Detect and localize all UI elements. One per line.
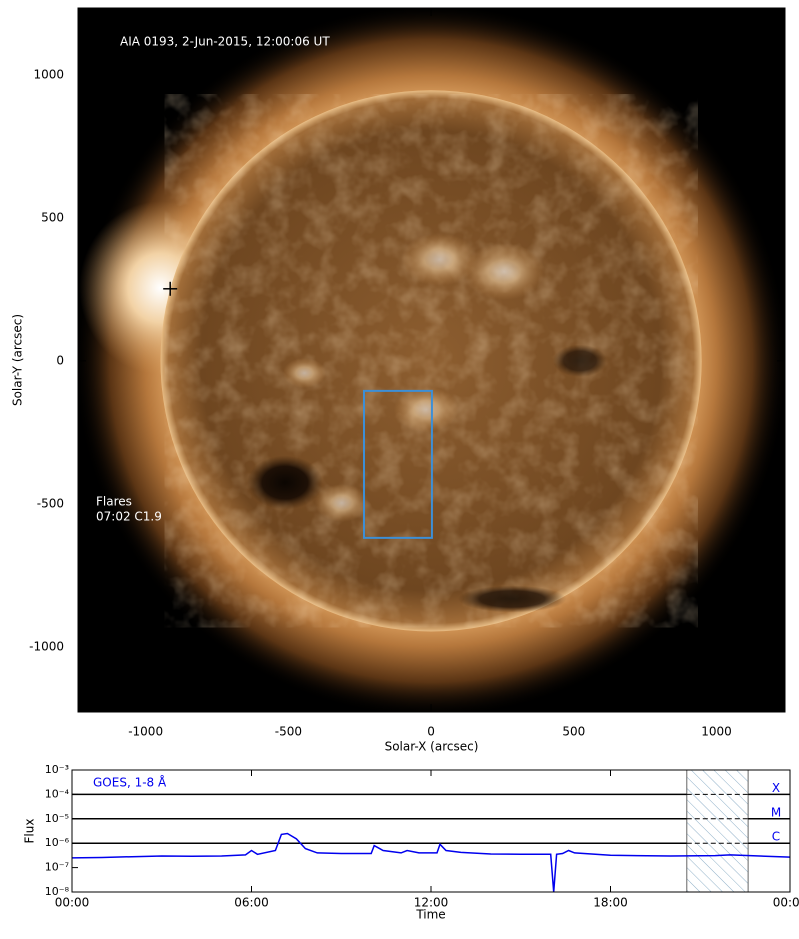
x-axis-label: Time xyxy=(415,908,445,922)
y-tick-label: -1000 xyxy=(29,639,64,653)
x-tick-label: -500 xyxy=(275,725,302,739)
y-tick-label: 10⁻⁷ xyxy=(45,861,69,874)
x-tick-label: 00:00 xyxy=(55,896,90,910)
x-tick-label: 1000 xyxy=(701,725,732,739)
coronal-hole xyxy=(552,344,607,378)
y-tick-label: 10⁻⁶ xyxy=(45,836,70,849)
y-tick-label: 10⁻⁸ xyxy=(45,885,70,898)
y-tick-label: -500 xyxy=(37,496,64,510)
active-region xyxy=(463,243,545,300)
active-region xyxy=(282,357,327,389)
image-axes: -1000 -500 0 500 1000 -1000 -500 0 500 1000 Solar-… xyxy=(11,7,786,754)
active-region xyxy=(393,386,459,433)
plot-frame xyxy=(71,769,791,893)
region-box xyxy=(362,389,433,539)
flare-annotation: 07:02 C1.9 xyxy=(96,510,162,524)
y-tick-label: 10⁻⁵ xyxy=(45,812,69,825)
y-tick-label: 500 xyxy=(41,210,64,224)
x-tick-label: 00:00 xyxy=(773,896,799,910)
goes-flux-line xyxy=(72,832,790,892)
coronal-hole xyxy=(247,455,323,510)
class-label: X xyxy=(772,781,780,795)
y-tick-label: 1000 xyxy=(33,67,64,81)
flare-annotation: Flares xyxy=(96,495,132,509)
x-tick-label: 12:00 xyxy=(414,896,449,910)
marker xyxy=(163,281,178,296)
y-tick-label: 10⁻³ xyxy=(45,763,69,776)
y-axis-label: Solar-Y (arcsec) xyxy=(11,314,25,406)
disk-texture xyxy=(164,94,698,628)
coronal-hole xyxy=(458,585,567,613)
series-clip xyxy=(72,832,790,892)
x-axis-label: Solar-X (arcsec) xyxy=(385,740,479,754)
x-tick-label: 0 xyxy=(427,725,435,739)
x-tick-label: -1000 xyxy=(128,725,163,739)
x-tick-label: 18:00 xyxy=(593,896,628,910)
x-tick-label: 500 xyxy=(562,725,585,739)
active-region xyxy=(401,232,478,286)
class-label: C xyxy=(772,830,780,844)
active-region xyxy=(314,483,369,522)
legend-label: GOES, 1-8 Å xyxy=(93,775,167,790)
solar-image xyxy=(78,8,785,712)
shaded-range xyxy=(686,769,749,893)
y-tick-label: 0 xyxy=(56,353,64,367)
class-label: M xyxy=(771,805,781,819)
y-axis-label: Flux xyxy=(23,819,37,844)
y-tick-label: 10⁻⁴ xyxy=(45,787,70,800)
image-title: AIA 0193, 2-Jun-2015, 12:00:06 UT xyxy=(120,35,330,49)
x-tick-label: 06:00 xyxy=(234,896,269,910)
